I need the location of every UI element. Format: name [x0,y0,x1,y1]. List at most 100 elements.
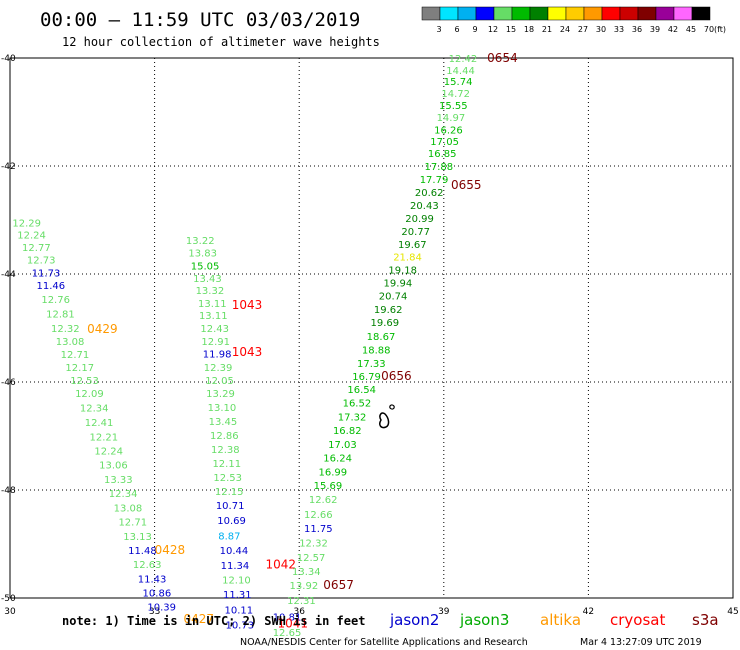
color-scale-label: 45 [686,25,696,34]
wave-height-label: 12.91 [201,337,230,348]
pass-time-label: 0427 [184,612,215,626]
wave-height-label: 10.39 [147,603,176,614]
lon-tick-label: 39 [438,607,450,617]
lon-tick-label: 42 [583,607,594,617]
color-scale-label: 24 [560,25,570,34]
lat-lon-grid [10,58,733,598]
color-scale-label: 70 [704,25,714,34]
wave-height-label: 21.84 [393,253,422,264]
wave-height-label: 17.79 [420,175,449,186]
color-scale-swatch [619,6,639,21]
color-scale-swatch [637,6,657,21]
color-scale-swatch [655,6,675,21]
wave-height-label: 12.29 [12,219,41,230]
wave-height-label: 16.26 [434,125,463,136]
wave-height-label: 20.77 [401,227,430,238]
wave-height-label: 12.62 [309,495,338,506]
wave-height-label: 12.86 [210,431,239,442]
wave-height-label: 13.13 [123,532,152,543]
color-scale-label: 42 [668,25,678,34]
wave-height-label: 17.05 [430,137,459,148]
wave-height-label: 12.53 [70,376,99,387]
wave-height-label: 12.39 [204,363,233,374]
color-scale-swatch [673,6,693,21]
track-s3a: 16.54 16.52 17.32 16.82 17.03 16.24 16.99 15.69… [287,369,412,607]
map-frame [9,57,734,599]
wave-height-label: 12.34 [109,489,138,500]
map-subtitle: 12 hour collection of altimeter wave hei… [62,35,380,49]
wave-height-label: 12.32 [51,324,80,335]
wave-height-label: 14.97 [437,113,466,124]
color-scale-label: 39 [650,25,660,34]
wave-height-label: 11.43 [138,575,167,586]
wave-height-label: 20.62 [415,188,444,199]
wave-height-label: 12.53 [213,473,242,484]
wave-height-label: 13.29 [206,389,235,400]
color-scale-swatch [691,6,711,21]
track-s3a: 17.79 20.62 20.43 20.99 20.77 19.67 21.84 19.18… [352,175,481,383]
wave-height-label: 12.24 [17,231,46,242]
wave-height-label: 19.62 [374,305,403,316]
wave-height-label: 15.05 [191,261,220,272]
color-scale-swatch [493,6,513,21]
pass-time-label: 1043 [232,345,263,359]
pass-time-label: 1041 [278,616,309,630]
wave-height-label: 11.34 [221,561,250,572]
map-title: 00:00 – 11:59 UTC 03/03/2019 [40,9,360,31]
footer-timestamp: Mar 4 13:27:09 UTC 2019 [580,637,702,648]
wave-height-label: 19.67 [398,240,427,251]
wave-height-label: 18.67 [367,332,396,343]
color-scale-swatch [439,6,459,21]
wave-height-label: 13.33 [104,475,133,486]
wave-height-label: 11.75 [304,524,333,535]
wave-height-label: 16.99 [318,468,347,479]
wave-height-label: 13.11 [199,311,228,322]
wave-height-label: 13.22 [186,236,215,247]
wave-height-label: 12.63 [133,560,162,571]
satellite-legend-cryosat: cryosat [610,611,665,629]
color-scale-label: 9 [472,25,477,34]
wave-height-label: 10.69 [217,516,246,527]
wave-height-label: 12.43 [200,324,229,335]
pass-time-label: 0429 [87,322,118,336]
wave-height-label: 15.69 [314,481,343,492]
wave-height-label: 14.72 [441,89,470,100]
wave-height-label: 13.06 [99,461,128,472]
color-scale-swatch [511,6,531,21]
scale-unit-label: (ft) [714,25,726,34]
wave-height-label: 13.43 [193,274,222,285]
color-scale-swatch [421,6,441,21]
color-scale-swatch [529,6,549,21]
lat-tick-label: -40 [1,54,16,64]
wave-height-label: 12.42 [449,54,478,65]
wave-height-label: 15.74 [444,77,473,88]
lon-tick-label: 33 [149,607,160,617]
color-scale-swatch [583,6,603,21]
color-scale-swatch [565,6,585,21]
wave-height-label: 12.76 [41,295,70,306]
wave-height-label: 13.32 [196,286,225,297]
track-s3a: 0657 [323,578,354,592]
wave-height-label: 19.94 [384,279,413,290]
axis-labels: 30 33 36 39 42 45 -40 -42 -44 -46 -48 -50 [1,54,739,617]
wave-height-label: 12.57 [297,553,326,564]
wave-height-label: 12.66 [304,510,333,521]
wave-height-label: 12.17 [65,363,94,374]
wave-height-label: 10.73 [225,620,254,631]
satellite-tracks: 12.2912.2412.7712.7311.7311.4612.7612.81… [12,51,517,639]
lat-tick-label: -46 [1,378,16,388]
wave-height-label: 12.10 [222,576,251,587]
wave-height-label: 14.44 [446,66,475,77]
wave-height-label: 17.88 [425,162,454,173]
wave-height-label: 16.52 [343,399,372,410]
pass-time-label: 0656 [381,369,412,383]
wave-height-label: 11.98 [203,349,232,360]
lat-tick-label: -48 [1,486,16,496]
wave-height-label: 10.86 [143,589,172,600]
wave-height-label: 12.09 [75,389,104,400]
satellite-legend: jason2 jason3 altika cryosat s3a [389,611,719,629]
wave-height-label: 12.41 [85,418,114,429]
wave-height-label: 12.21 [90,433,119,444]
prince-edward-island-outline [389,404,395,410]
